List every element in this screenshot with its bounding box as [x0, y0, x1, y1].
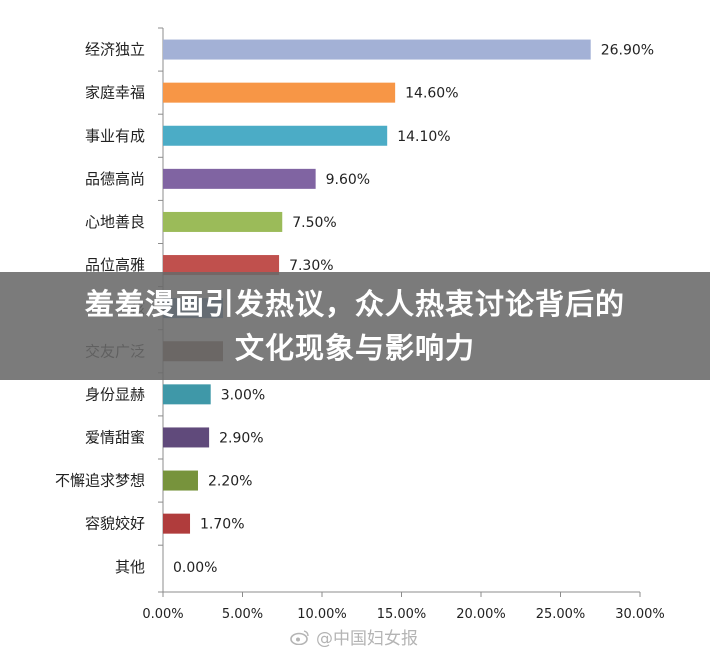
- category-label: 不懈追求梦想: [55, 472, 145, 490]
- bar: [163, 168, 316, 189]
- bar: [163, 211, 283, 232]
- value-label: 3.00%: [221, 387, 265, 403]
- x-tick-label: 0.00%: [142, 607, 183, 622]
- value-label: 7.30%: [289, 258, 333, 274]
- bar: [163, 427, 210, 448]
- value-label: 1.70%: [200, 517, 244, 533]
- headline-line-1: 羞羞漫画引发热议，众人热衷讨论背后的: [84, 287, 625, 321]
- value-label: 9.60%: [326, 172, 370, 188]
- category-label: 容貌姣好: [85, 515, 145, 533]
- x-tick-label: 30.00%: [615, 607, 665, 622]
- value-label: 7.50%: [292, 215, 336, 231]
- value-label: 26.90%: [601, 43, 654, 59]
- watermark-text: @中国妇女报: [316, 629, 418, 649]
- watermark: @中国妇女报: [290, 624, 418, 649]
- value-label: 14.60%: [405, 86, 458, 102]
- category-label: 品位高雅: [85, 256, 145, 274]
- bar: [163, 470, 198, 491]
- value-label: 14.10%: [397, 129, 450, 145]
- category-label: 爱情甜蜜: [85, 428, 145, 446]
- bar: [163, 125, 388, 146]
- x-tick-label: 15.00%: [377, 607, 427, 622]
- value-label: 0.00%: [173, 560, 217, 576]
- headline-banner: 羞羞漫画引发热议，众人热衷讨论背后的 文化现象与影响力: [0, 272, 710, 380]
- x-tick-label: 10.00%: [297, 607, 347, 622]
- category-label: 品德高尚: [85, 170, 145, 188]
- category-label: 经济独立: [85, 41, 145, 59]
- x-tick-label: 25.00%: [536, 607, 586, 622]
- headline-line-2: 文化现象与影响力: [234, 331, 475, 365]
- category-label: 身份显赫: [85, 385, 145, 403]
- category-label: 其他: [115, 558, 145, 576]
- bar: [163, 82, 396, 103]
- category-label: 事业有成: [85, 127, 145, 145]
- weibo-icon: [290, 629, 309, 645]
- x-tick-label: 20.00%: [456, 607, 506, 622]
- headline-text: 羞羞漫画引发热议，众人热衷讨论背后的 文化现象与影响力: [25, 282, 685, 370]
- bar: [163, 384, 211, 405]
- value-label: 2.90%: [219, 430, 263, 446]
- x-tick-label: 5.00%: [222, 607, 263, 622]
- bar: [163, 513, 191, 534]
- category-label: 家庭幸福: [85, 84, 145, 102]
- bar: [163, 39, 591, 60]
- value-label: 2.20%: [208, 474, 252, 490]
- bar: [163, 255, 280, 276]
- category-label: 心地善良: [85, 213, 145, 231]
